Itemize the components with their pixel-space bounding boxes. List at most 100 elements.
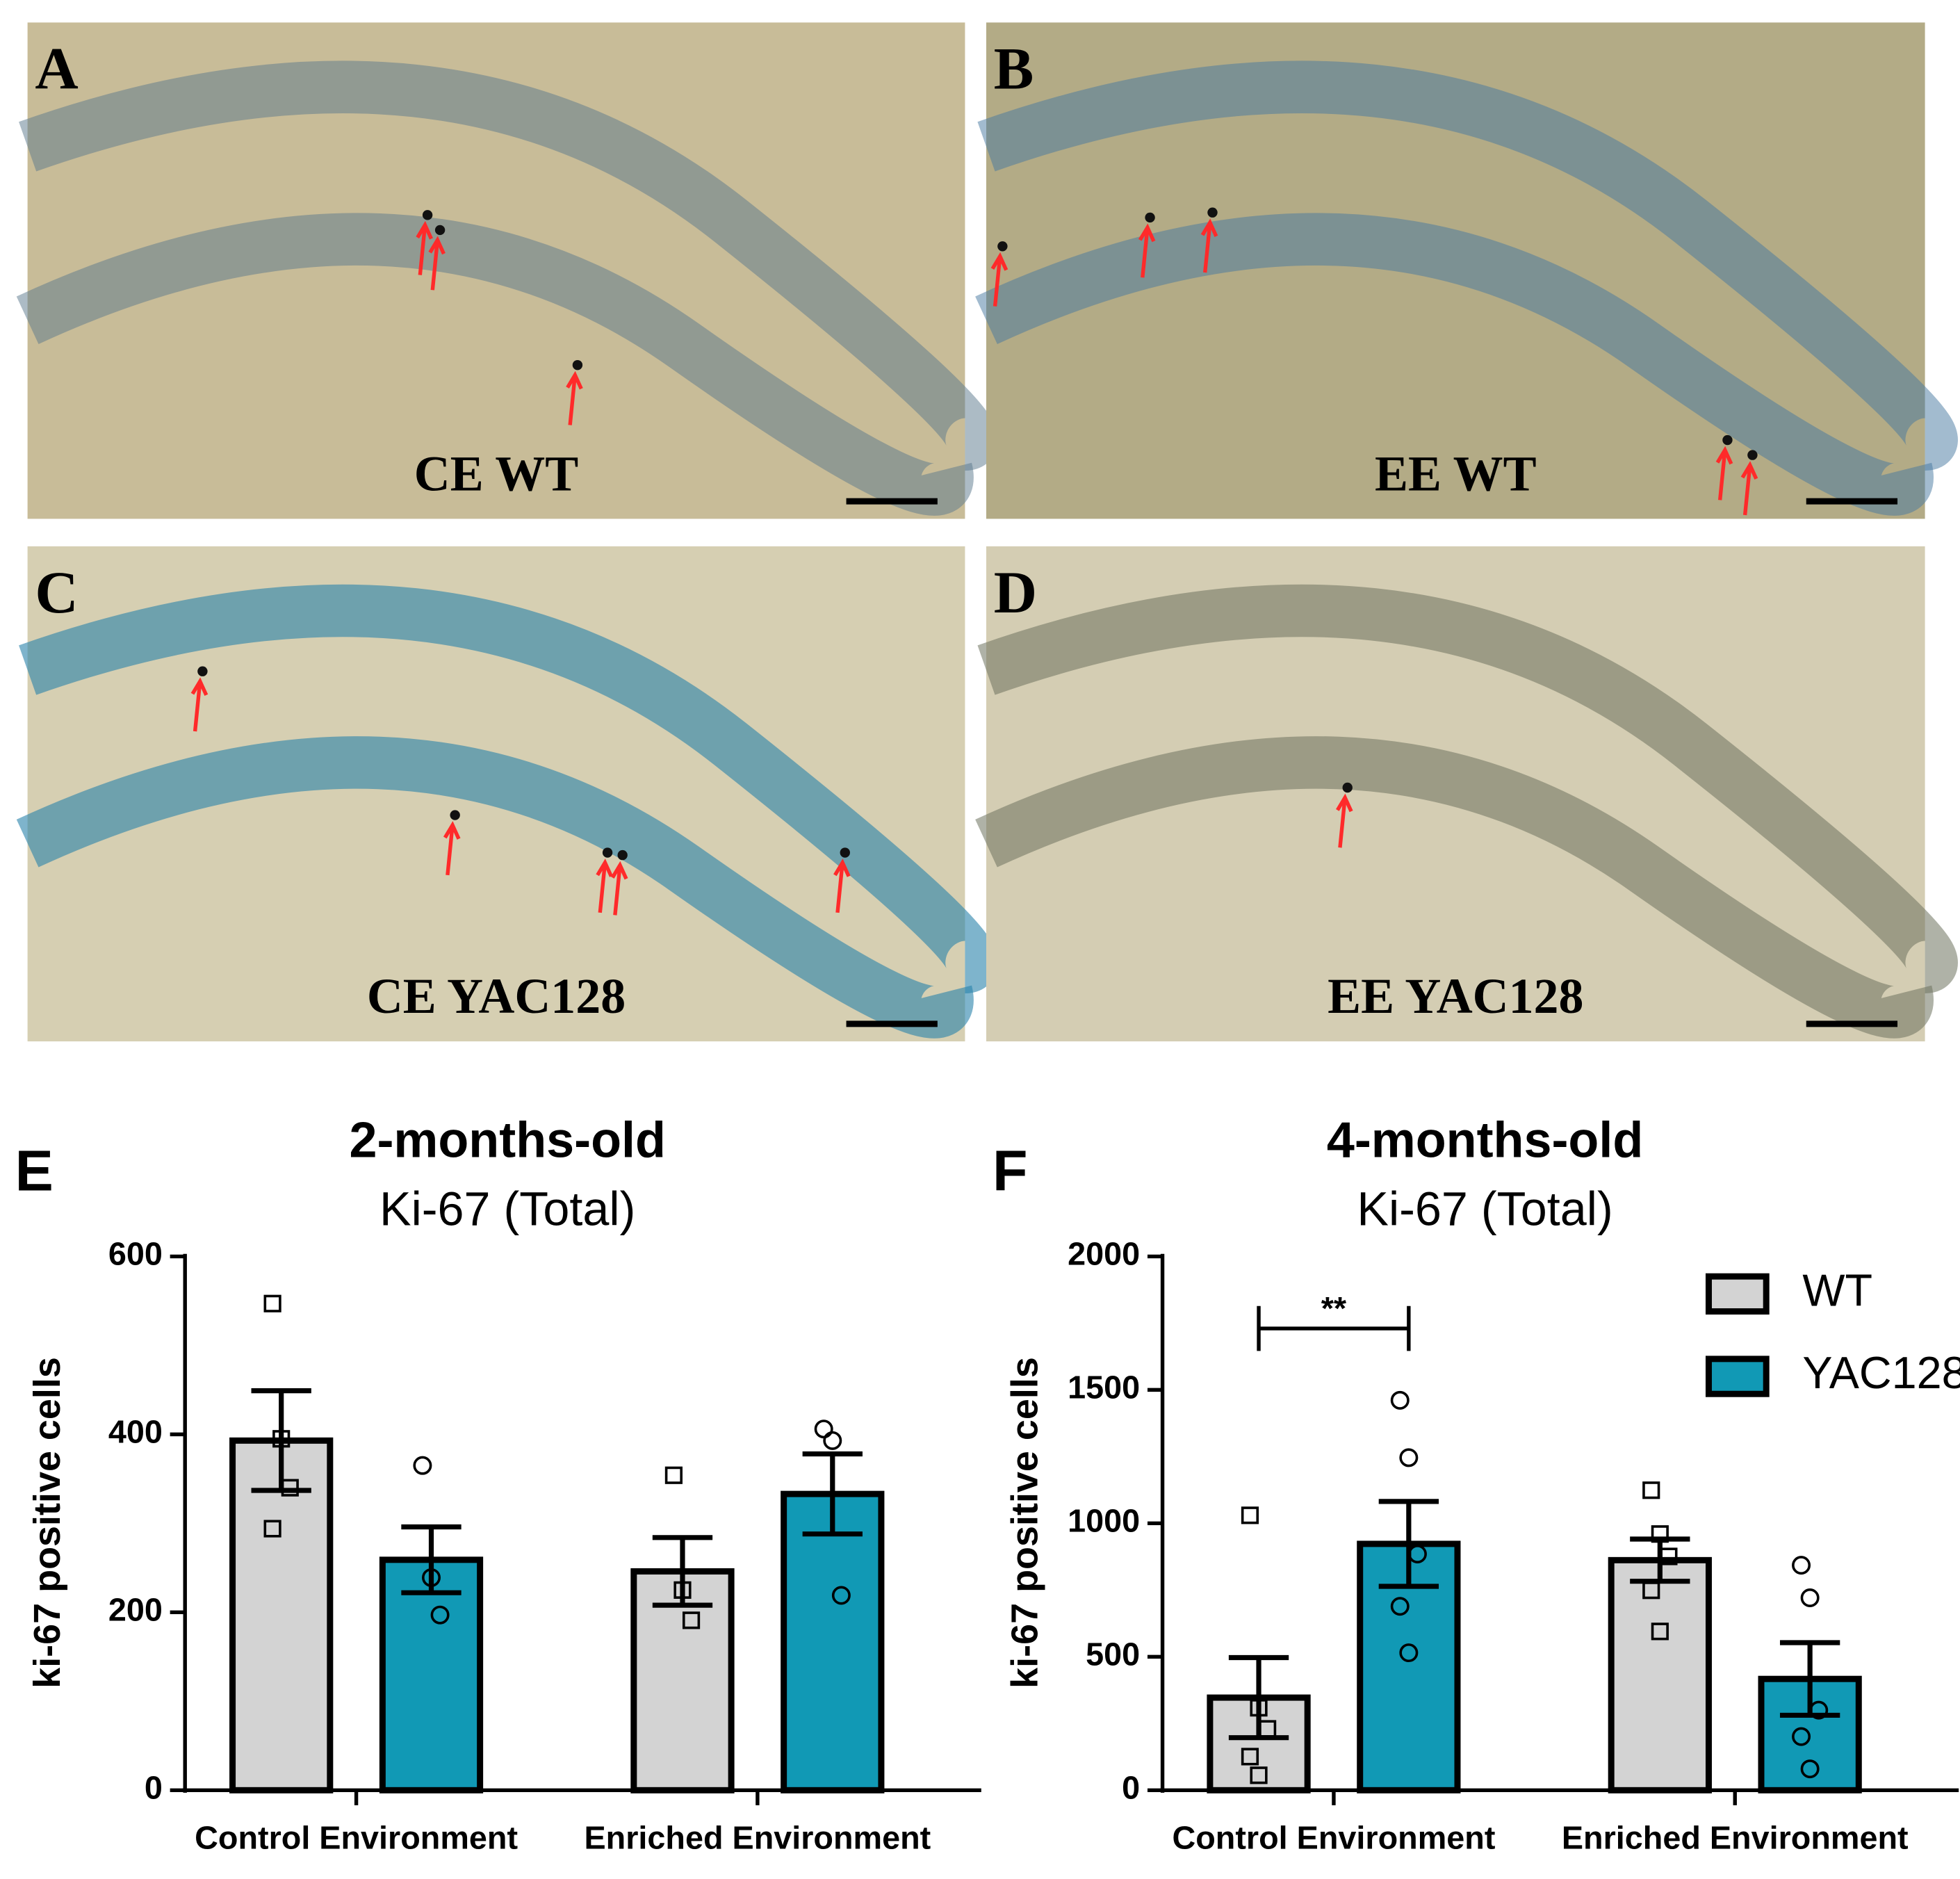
cell-layer: [19, 60, 998, 471]
red-arrow: [598, 862, 607, 913]
bar-chart: E 2-months-old Ki-67 (Total) ki-67 positive…: [15, 1113, 981, 1856]
red-arrow-head: [610, 861, 628, 880]
red-arrow-head: [443, 821, 461, 840]
x-tick-label: Control Environment: [1172, 1820, 1495, 1856]
data-point: [413, 1456, 432, 1475]
panel-letter: B: [994, 35, 1034, 102]
y-tick-label: 1500: [1068, 1369, 1140, 1406]
data-point: [1390, 1390, 1410, 1410]
error-bar: [1779, 1640, 1840, 1718]
red-arrow: [418, 225, 427, 275]
data-point: [1809, 1700, 1829, 1720]
red-arrow-head: [1200, 218, 1218, 238]
red-arrow: [193, 681, 202, 732]
stained-cell: [1145, 212, 1155, 223]
data-point: [673, 1581, 692, 1599]
panel-letter: A: [35, 35, 78, 102]
cell-layer: [16, 736, 974, 1039]
panel-label: CE WT: [414, 446, 579, 501]
data-point: [823, 1431, 842, 1450]
data-point: [831, 1586, 851, 1605]
stained-cell: [997, 241, 1008, 252]
legend-label: WT: [1802, 1264, 1872, 1315]
y-tick-label: 0: [1122, 1770, 1140, 1806]
panel-label: CE YAC128: [367, 968, 626, 1024]
stained-cell: [450, 810, 460, 820]
bar-chart: F 4-months-old Ki-67 (Total) ki-67 positive…: [993, 1113, 1960, 1856]
cell-layer: [975, 213, 1934, 516]
red-arrow-head: [833, 859, 851, 877]
red-arrow: [835, 862, 844, 913]
stained-cell: [840, 847, 850, 858]
micrograph: D EE YAC128: [975, 546, 1958, 1042]
data-point: [1642, 1481, 1660, 1499]
red-arrow-head: [1336, 793, 1353, 813]
data-point: [1792, 1727, 1811, 1746]
chart-title: 2-months-old: [349, 1113, 665, 1169]
cell-layer: [977, 584, 1958, 994]
x-tick-label: Enriched Environment: [585, 1820, 931, 1856]
bar: [379, 1556, 484, 1793]
stained-cell: [422, 210, 433, 220]
data-point: [1660, 1547, 1678, 1565]
red-arrow-head: [1715, 446, 1733, 465]
data-point: [1250, 1766, 1268, 1784]
bar: [781, 1490, 885, 1793]
cell-layer: [975, 736, 1934, 1039]
legend-swatch: [1705, 1356, 1770, 1397]
panel-label: EE WT: [1375, 446, 1537, 501]
data-point: [664, 1466, 683, 1484]
legend-label: YAC128: [1802, 1347, 1960, 1398]
y-tick-label: 500: [1086, 1636, 1140, 1673]
panel-letter: C: [35, 559, 78, 626]
stained-cell: [1342, 782, 1353, 793]
red-arrow: [613, 865, 622, 916]
data-point: [281, 1479, 299, 1497]
red-arrow: [1338, 797, 1347, 848]
cell-layer: [19, 584, 998, 994]
micrograph: C CE YAC128: [16, 546, 998, 1042]
stained-cell: [617, 849, 628, 861]
legend-swatch: [1705, 1273, 1770, 1315]
data-point: [682, 1611, 701, 1629]
chart-subtitle: Ki-67 (Total): [379, 1182, 635, 1235]
data-point: [1390, 1597, 1410, 1616]
red-arrow: [1742, 464, 1752, 516]
bar: [229, 1437, 334, 1793]
data-point: [1642, 1581, 1660, 1600]
y-tick-label: 2000: [1068, 1236, 1140, 1272]
cell-layer: [16, 213, 974, 516]
red-arrow: [1141, 227, 1150, 278]
micrograph: A CE WT: [16, 22, 998, 519]
red-arrow: [1203, 222, 1212, 273]
panel-letter: F: [993, 1138, 1028, 1203]
red-arrow: [568, 375, 578, 425]
red-arrow-head: [1740, 461, 1758, 480]
y-tick-label: 1000: [1068, 1503, 1140, 1539]
data-point: [263, 1520, 281, 1538]
panel-letter: D: [994, 559, 1037, 626]
data-point: [1399, 1448, 1419, 1467]
y-tick-label: 600: [108, 1236, 163, 1272]
red-arrow: [446, 824, 455, 876]
data-point: [422, 1568, 441, 1587]
data-point: [272, 1430, 291, 1448]
red-arrow-head: [566, 371, 583, 390]
red-arrow-head: [990, 252, 1008, 271]
red-arrow: [1717, 450, 1727, 501]
significance-bracket: [1257, 1305, 1411, 1351]
stained-cell: [1747, 450, 1758, 460]
data-point: [263, 1294, 281, 1312]
y-tick-label: 200: [108, 1592, 163, 1628]
red-arrow-head: [428, 236, 446, 255]
significance-label: **: [1321, 1290, 1347, 1326]
data-point: [1241, 1748, 1259, 1766]
data-point: [1399, 1643, 1419, 1663]
data-point: [430, 1605, 450, 1625]
stained-cell: [434, 225, 446, 236]
error-bar: [802, 1451, 863, 1537]
micrograph: B EE WT: [975, 22, 1958, 519]
data-point: [1241, 1506, 1259, 1524]
y-tick-label: 0: [145, 1770, 163, 1806]
